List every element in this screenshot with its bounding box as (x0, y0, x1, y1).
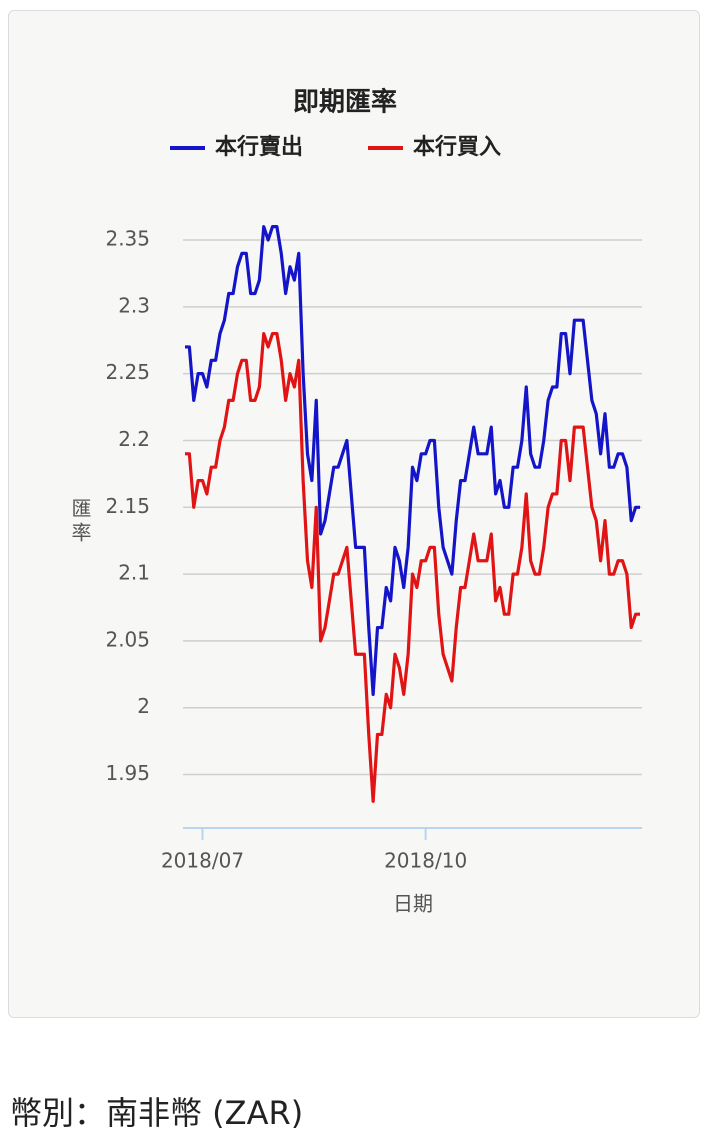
y-tick-label: 2.15 (105, 494, 150, 518)
legend-label: 本行賣出 (215, 134, 303, 160)
y-tick-label: 2.2 (118, 427, 150, 451)
x-axis-label: 日期 (393, 892, 433, 916)
y-axis-label: 匯率 (68, 498, 92, 546)
y-tick-label: 2.1 (118, 561, 150, 585)
y-tick-label: 2.35 (105, 227, 150, 251)
chart-title: 即期匯率 (293, 87, 397, 118)
y-tick-label: 2.05 (105, 627, 150, 651)
x-tick-label: 2018/10 (384, 849, 467, 873)
x-tick-label: 2018/07 (161, 849, 244, 873)
y-tick-label: 2 (137, 694, 150, 718)
series-line (185, 225, 640, 696)
series-line (185, 331, 640, 803)
y-tick-label: 1.95 (105, 761, 150, 785)
currency-label: 幣別：南非幣 (ZAR) (10, 1094, 304, 1132)
y-tick-label: 2.3 (118, 293, 150, 317)
y-tick-label: 2.25 (105, 360, 150, 384)
chart: 即期匯率 日期 1.95 2 2.05 2.1 2.15 2.2 2.25 2.3 2.35 20… (105, 87, 642, 916)
legend-label: 本行買入 (413, 134, 501, 160)
